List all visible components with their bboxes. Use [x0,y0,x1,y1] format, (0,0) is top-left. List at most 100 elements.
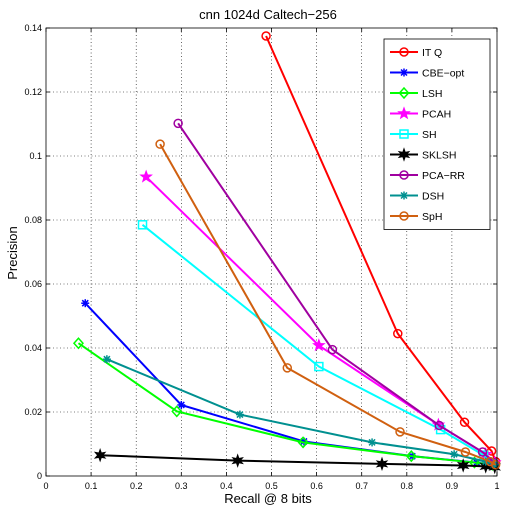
y-tick-label: 0.12 [24,87,42,97]
x-axis-label: Recall @ 8 bits [224,491,312,506]
y-tick-label: 0 [37,471,42,481]
data-point-lsh [468,456,480,469]
series-line-lsh [77,342,493,466]
series-line-sph [159,143,497,466]
legend-marker [399,47,409,57]
data-point-sph [460,447,471,457]
legend-entry-sh: SH [390,129,437,141]
data-point-it-q [261,31,271,41]
y-tick-label: 0.04 [24,343,42,353]
data-point-sklsh [456,458,470,473]
x-tick-label: 0.6 [310,481,323,491]
y-tick-label: 0.02 [24,407,42,417]
legend-label: IT Q [422,47,442,59]
data-point-sklsh [375,456,389,472]
marker-stroke [177,401,185,409]
x-tick-label: 1 [494,481,499,491]
data-point-cbe-opt [177,400,186,409]
data-point-sh [314,361,324,372]
legend-marker [400,68,408,77]
data-point-lsh [171,405,183,418]
data-point-pca-rr [434,420,445,431]
legend-label: PCAH [422,109,451,121]
data-point-sph [490,460,501,470]
marker-stroke [450,450,458,458]
legend-marker [397,147,411,162]
legend-entry-sph: SpH [390,211,442,223]
x-tick-label: 0.9 [446,481,459,491]
data-point-it-q [459,417,470,427]
data-point-dsh [450,450,459,459]
legend-entry-pcah: PCAH [390,106,451,121]
data-point-lsh [72,337,84,350]
marker-stroke [400,191,408,200]
data-point-lsh [405,450,417,463]
legend-label: DSH [422,191,444,203]
series-sph [155,139,501,470]
ticks: 0 0.1 0.2 0.3 0.4 0.5 0.6 0.7 0.8 0.9 1 0 0.02 0.04 0.… [24,23,499,491]
legend-entry-pca-rr: PCA−RR [390,170,465,182]
legend-label: PCA−RR [422,170,465,182]
data-point-pcah [139,169,153,183]
series-sklsh [93,447,501,475]
series-layer [72,31,502,475]
marker-stroke [236,411,244,419]
legend-marker [398,86,410,100]
series-line-pca-rr [177,122,495,464]
x-tick-label: 0.1 [85,481,98,491]
legend-entry-sklsh: SKLSH [390,147,456,162]
legend-marker [400,191,408,200]
legend-label: CBE−opt [422,68,464,80]
legend-marker [399,170,409,180]
legend-marker [399,129,409,139]
legend-label: SpH [422,211,442,223]
marker-stroke [300,437,308,445]
legend-entry-lsh: LSH [390,86,442,100]
x-tick-label: 0.2 [130,481,143,491]
y-tick-label: 0.06 [24,279,42,289]
legend-label: SH [422,129,437,141]
x-tick-label: 0.7 [355,481,368,491]
data-point-sph [282,363,293,373]
data-point-dsh [102,355,111,364]
legend-label: SKLSH [422,150,456,162]
y-tick-label: 0.1 [29,151,42,161]
data-point-pca-rr [173,118,183,129]
legend-entry-dsh: DSH [390,191,444,203]
marker-stroke [81,299,89,307]
data-point-sklsh [231,453,244,468]
chart-title: cnn 1024d Caltech−256 [199,7,337,22]
y-tick-label: 0.14 [24,23,42,33]
data-point-cbe-opt [81,299,90,308]
data-point-sph [395,427,405,437]
legend-label: LSH [422,88,442,100]
data-point-it-q [393,328,403,339]
legend-marker [399,211,409,221]
y-axis-label: Precision [5,226,20,279]
legend-entry-it-q: IT Q [390,47,442,59]
x-tick-label: 0.4 [220,481,233,491]
x-tick-label: 0.5 [265,481,278,491]
data-point-sklsh [93,447,107,463]
x-tick-label: 0.8 [401,481,414,491]
data-point-sh [137,220,148,230]
data-point-pca-rr [327,344,338,355]
marker-stroke [368,438,376,446]
data-point-pca-rr [477,447,488,457]
legend-entry-cbe-opt: CBE−opt [390,68,464,80]
legend: IT Q CBE−opt LSH PCAH SH SKLSH PCA−RR DSH SpH [383,38,491,230]
legend-marker [397,106,411,120]
data-point-sph [155,139,165,149]
data-point-dsh [368,438,377,447]
marker-stroke [400,68,408,77]
data-point-lsh [297,436,309,449]
series-lsh [72,337,498,471]
series-line-sklsh [100,454,495,469]
x-tick-label: 0 [43,481,48,491]
y-tick-label: 0.08 [24,215,42,225]
data-point-pcah [312,338,326,352]
marker-stroke [103,355,111,363]
x-tick-label: 0.3 [175,481,188,491]
